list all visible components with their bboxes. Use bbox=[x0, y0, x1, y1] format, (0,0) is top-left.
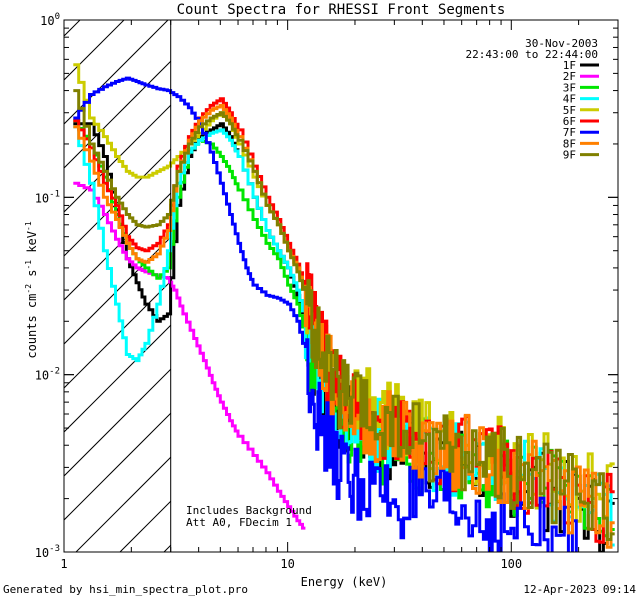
series-9F-line bbox=[73, 89, 615, 541]
footer-generated-by: Generated by hsi_min_spectra_plot.pro bbox=[3, 583, 249, 596]
legend-label-7F: 7F bbox=[563, 126, 576, 139]
legend-label-8F: 8F bbox=[563, 137, 576, 150]
series-7F-line bbox=[73, 76, 578, 552]
hatch-line bbox=[64, 20, 213, 169]
y-tick-label: 10-3 bbox=[35, 544, 60, 560]
series-2F-line bbox=[73, 181, 306, 530]
legend-label-1F: 1F bbox=[563, 59, 576, 72]
x-axis-label: Energy (keV) bbox=[301, 575, 388, 589]
hatch-line bbox=[64, 20, 125, 81]
legend-label-5F: 5F bbox=[563, 104, 576, 117]
footer-timestamp: 12-Apr-2023 09:14 bbox=[523, 583, 636, 596]
time-range-label: 22:43:00 to 22:44:00 bbox=[466, 48, 598, 61]
legend-label-3F: 3F bbox=[563, 81, 576, 94]
y-tick-label: 100 bbox=[40, 12, 60, 28]
legend-label-4F: 4F bbox=[563, 93, 576, 106]
y-tick-label: 10-2 bbox=[35, 367, 60, 383]
series-group bbox=[73, 63, 615, 552]
date-label: 30-Nov-2003 bbox=[525, 37, 598, 50]
hatch-line bbox=[64, 20, 257, 213]
chart-title: Count Spectra for RHESSI Front Segments bbox=[177, 2, 506, 18]
legend-label-2F: 2F bbox=[563, 70, 576, 83]
x-tick-label: 1 bbox=[60, 557, 67, 571]
y-axis-label: counts cm-2 s-1 keV-1 bbox=[24, 221, 39, 358]
plot-frame bbox=[63, 19, 619, 553]
y-tick-labels: 10-3 10-2 10-1 100 bbox=[35, 12, 60, 560]
annotation-background: Includes Background bbox=[186, 504, 312, 517]
legend-label-9F: 9F bbox=[563, 149, 576, 162]
x-tick-label: 100 bbox=[500, 557, 522, 571]
x-tick-label: 10 bbox=[280, 557, 294, 571]
y-tick-label: 10-1 bbox=[35, 189, 60, 205]
axis-ticks bbox=[63, 19, 619, 553]
legend-label-6F: 6F bbox=[563, 115, 576, 128]
annotation-attenuator: Att A0, FDecim 1 bbox=[186, 516, 292, 529]
x-tick-labels: 1 10 100 bbox=[60, 557, 522, 571]
